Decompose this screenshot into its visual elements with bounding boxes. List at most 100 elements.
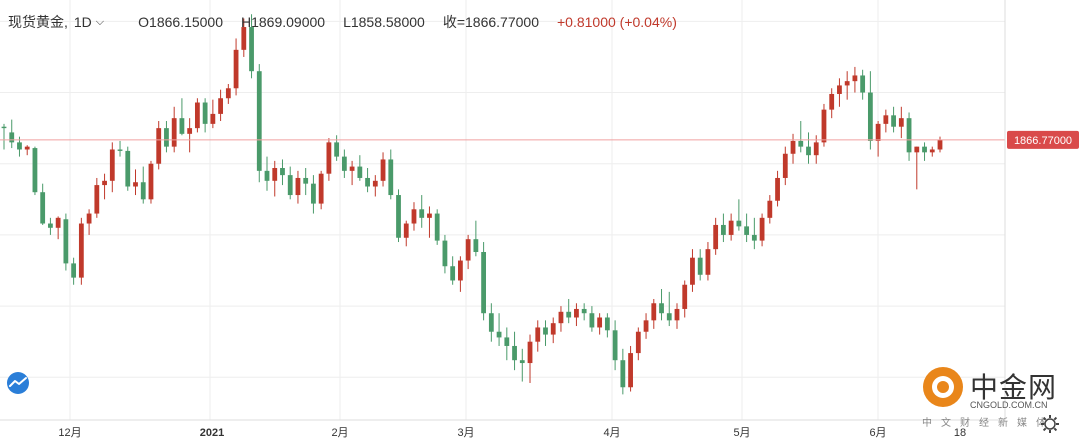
candle-body xyxy=(40,192,46,224)
candle-body xyxy=(434,213,440,241)
symbol-name[interactable]: 现货黄金, xyxy=(8,14,68,30)
candle xyxy=(620,348,626,395)
candle xyxy=(628,345,633,392)
candle xyxy=(581,303,587,321)
candle-body xyxy=(9,132,15,143)
candle-body xyxy=(875,123,881,141)
candle-body xyxy=(589,313,595,328)
candle xyxy=(597,313,603,335)
candle-body xyxy=(48,223,53,228)
candle xyxy=(102,173,107,200)
candle xyxy=(287,166,293,200)
candle-body xyxy=(527,341,533,364)
candle xyxy=(63,213,69,271)
candle xyxy=(527,334,533,383)
cngold-logo-icon xyxy=(923,367,963,407)
candle-body xyxy=(280,168,285,176)
candle-body xyxy=(109,149,115,181)
candle-body xyxy=(829,93,835,110)
candle xyxy=(164,121,169,153)
candle xyxy=(318,170,324,210)
candle xyxy=(481,242,487,321)
candle-body xyxy=(372,180,378,187)
candle xyxy=(86,209,92,235)
candle xyxy=(225,84,231,104)
candle-body xyxy=(55,217,61,228)
candle-body xyxy=(365,177,370,187)
candle-body xyxy=(852,75,858,82)
candle-body xyxy=(690,257,695,285)
candle xyxy=(442,234,448,274)
candle xyxy=(589,306,595,332)
candle-body xyxy=(937,139,943,150)
tradingview-cloud-icon[interactable] xyxy=(4,372,32,394)
chevron-down-icon[interactable]: ⌵ xyxy=(95,15,105,28)
candle xyxy=(666,291,672,327)
candle-body xyxy=(922,146,927,153)
candle-body xyxy=(798,140,804,147)
candle-body xyxy=(63,219,69,264)
candle-body xyxy=(597,317,603,328)
candle-body xyxy=(651,303,657,321)
candle-body xyxy=(620,360,626,388)
candle-body xyxy=(295,177,301,196)
candle-body xyxy=(806,146,811,156)
candle-body xyxy=(550,323,556,335)
candle xyxy=(736,199,742,231)
candle-body xyxy=(241,27,247,50)
interval[interactable]: 1D xyxy=(73,14,92,30)
candle xyxy=(844,71,850,100)
candle xyxy=(837,78,842,107)
candle-body xyxy=(543,327,548,335)
watermark-url: CNGOLD.COM.CN xyxy=(970,400,1048,410)
candle xyxy=(218,89,223,122)
candle xyxy=(434,209,440,245)
candle xyxy=(396,189,401,243)
candle-body xyxy=(914,146,920,153)
candle xyxy=(280,159,285,186)
candle xyxy=(133,169,138,196)
candle-body xyxy=(156,128,162,164)
candle xyxy=(241,18,247,57)
candle-body xyxy=(744,226,750,235)
candle xyxy=(891,106,896,133)
candle-body xyxy=(202,102,208,124)
x-tick-label: 12月 xyxy=(58,427,81,439)
x-tick-label: 5月 xyxy=(733,427,750,439)
candle xyxy=(210,99,216,129)
candle-body xyxy=(860,75,866,93)
candle-body xyxy=(450,266,456,281)
candle xyxy=(535,320,541,352)
candle xyxy=(326,138,332,181)
candle-body xyxy=(929,149,935,153)
candle xyxy=(9,119,15,149)
candle-body xyxy=(210,113,216,124)
grid xyxy=(0,0,1005,420)
candle-body xyxy=(473,239,479,252)
candle xyxy=(496,313,502,346)
candle-body xyxy=(318,173,324,204)
candle-body xyxy=(519,360,525,364)
gear-icon[interactable] xyxy=(1040,414,1060,434)
candle xyxy=(233,38,239,96)
candle xyxy=(427,206,432,238)
candle xyxy=(148,160,154,204)
candle-body xyxy=(906,118,912,153)
watermark-brand: 中金网 xyxy=(970,371,1058,404)
candle xyxy=(473,220,479,257)
candle xyxy=(898,106,904,139)
candle-body xyxy=(218,98,223,114)
candle xyxy=(179,98,185,136)
candle xyxy=(256,64,262,183)
candle xyxy=(419,195,425,228)
candle xyxy=(566,298,572,324)
candle-body xyxy=(125,150,131,187)
candle-body xyxy=(179,118,185,134)
candle xyxy=(48,217,53,235)
candle-body xyxy=(32,148,38,193)
candle-body xyxy=(17,142,22,150)
candle xyxy=(519,348,525,382)
candle-body xyxy=(612,330,618,361)
